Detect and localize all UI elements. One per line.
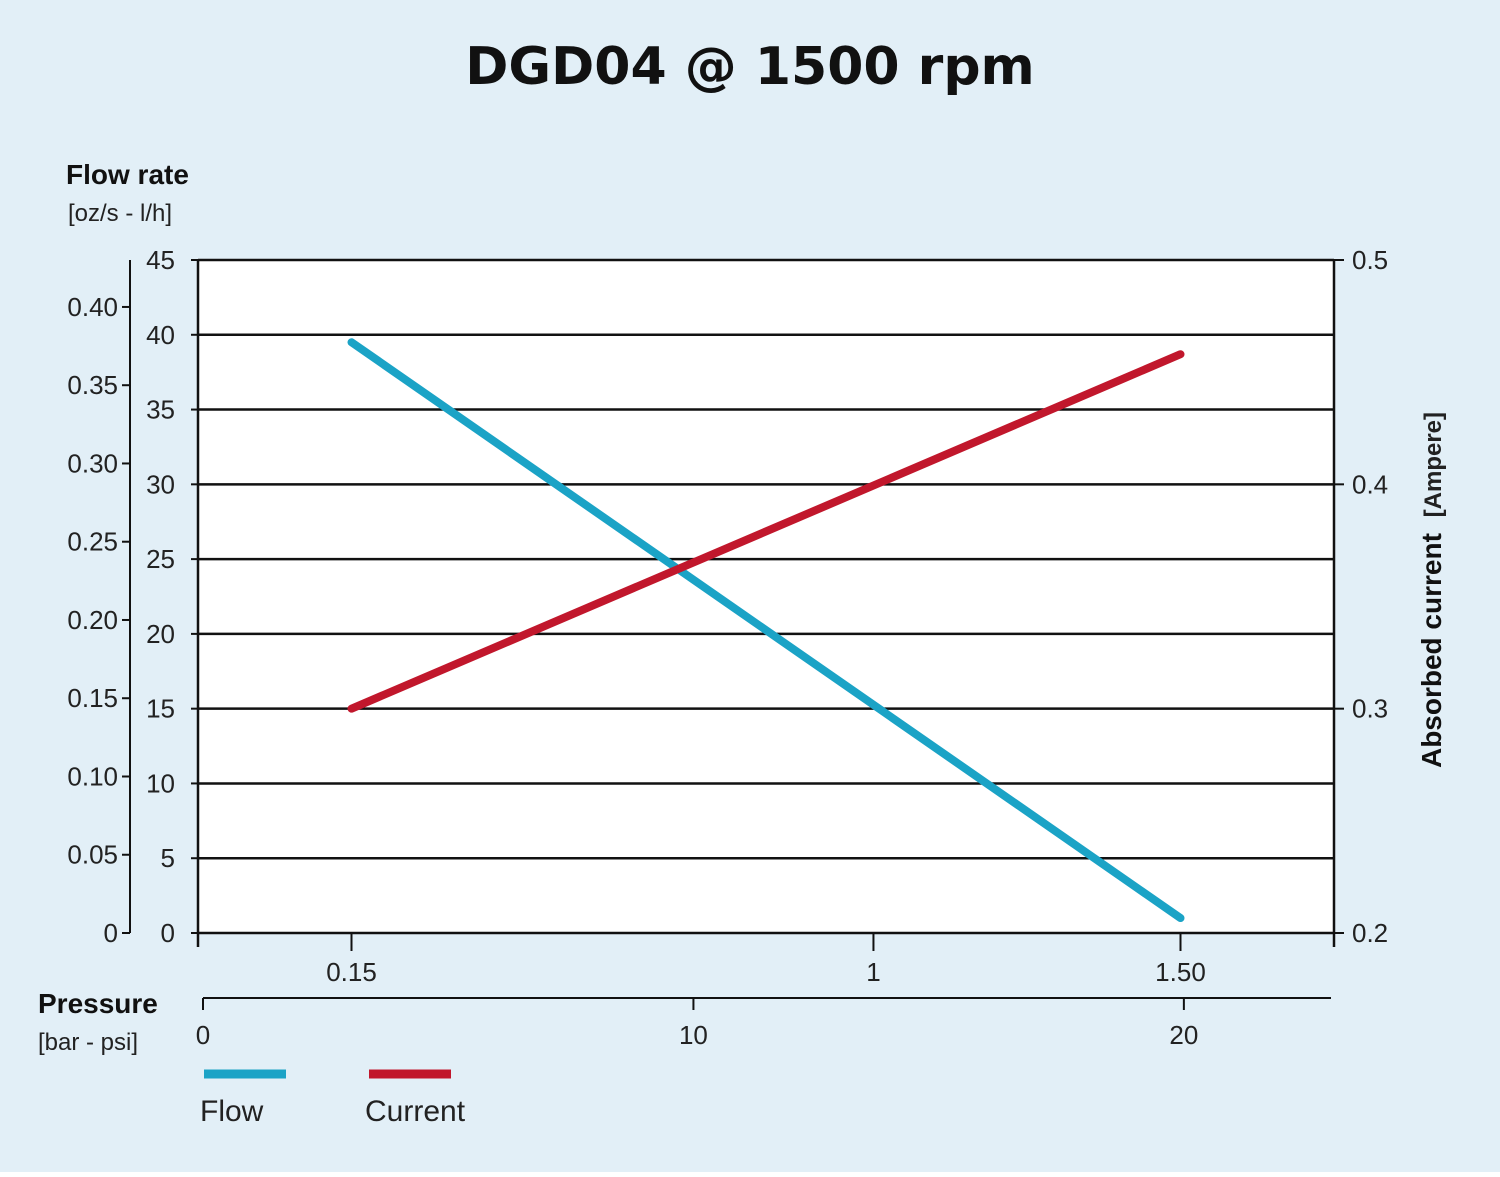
ozs-tick-label: 0.10 <box>67 761 118 791</box>
amp-tick-label: 0.4 <box>1352 469 1388 499</box>
lh-tick-label: 45 <box>146 245 175 275</box>
lh-tick-label: 25 <box>146 544 175 574</box>
legend-label-flow: Flow <box>200 1095 264 1128</box>
amp-tick-label: 0.2 <box>1352 918 1388 948</box>
ozs-tick-label: 0.25 <box>67 527 118 557</box>
ozs-tick-label: 0.20 <box>67 605 118 635</box>
x-axis-units: [bar - psi] <box>38 1029 138 1056</box>
grid-lines <box>198 258 1334 935</box>
bar-tick-label: 0.15 <box>326 957 377 987</box>
ozs-tick-label: 0.30 <box>67 448 118 478</box>
axes <box>122 259 1344 1010</box>
tick-labels: 05101520253035404500.050.100.150.200.250… <box>67 245 1388 1050</box>
x-axis-title: Pressure <box>38 988 158 1019</box>
lh-tick-label: 10 <box>146 768 175 798</box>
legend-label-current: Current <box>365 1095 466 1128</box>
psi-tick-label: 20 <box>1169 1020 1198 1050</box>
ozs-tick-label: 0.40 <box>67 292 118 322</box>
lh-tick-label: 15 <box>146 694 175 724</box>
lh-tick-label: 0 <box>161 918 175 948</box>
y2-axis-title-main: Absorbed current <box>1416 533 1447 768</box>
lh-tick-label: 40 <box>146 320 175 350</box>
lh-tick-label: 30 <box>146 469 175 499</box>
data-series <box>347 338 1185 923</box>
bar-tick-label: 1.50 <box>1155 957 1206 987</box>
y2-axis-title: Absorbed current [Ampere] <box>1416 412 1447 768</box>
amp-tick-label: 0.5 <box>1352 245 1388 275</box>
ozs-tick-label: 0.05 <box>67 840 118 870</box>
y2-axis-title-units: [Ampere] <box>1420 412 1447 517</box>
series-line-current <box>347 350 1185 713</box>
ozs-tick-label: 0.15 <box>67 683 118 713</box>
lh-tick-label: 5 <box>161 843 175 873</box>
y-axis-units: [oz/s - l/h] <box>68 200 172 227</box>
ozs-tick-label: 0.35 <box>67 370 118 400</box>
lh-tick-label: 20 <box>146 619 175 649</box>
amp-tick-label: 0.3 <box>1352 694 1388 724</box>
psi-tick-label: 10 <box>679 1020 708 1050</box>
chart-title: DGD04 @ 1500 rpm <box>465 37 1034 97</box>
y-axis-title: Flow rate <box>66 159 189 190</box>
psi-tick-label: 0 <box>196 1020 210 1050</box>
legend: Flow Current <box>200 1069 466 1128</box>
ozs-tick-label: 0 <box>104 918 118 948</box>
bar-tick-label: 1 <box>866 957 880 987</box>
series-line-flow <box>347 338 1185 923</box>
lh-tick-label: 35 <box>146 395 175 425</box>
